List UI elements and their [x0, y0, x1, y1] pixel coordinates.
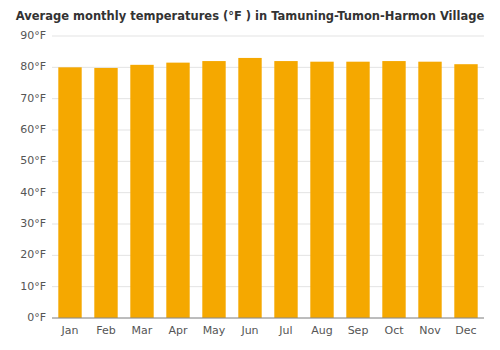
x-tick-label: Dec [455, 324, 476, 337]
y-tick-label: 60°F [20, 123, 46, 136]
x-tick-label: Apr [168, 324, 188, 337]
chart-container: 0°F 10°F 20°F 30°F 40°F 50°F 60°F 70°F 80°F 90°F J… [0, 0, 500, 350]
bar [382, 61, 405, 318]
x-tick-label: Nov [419, 324, 441, 337]
x-tick-label: Jun [240, 324, 258, 337]
y-tick-label: 80°F [20, 60, 46, 73]
bar [418, 62, 441, 318]
x-tick-label: Jul [278, 324, 292, 337]
bar [58, 67, 81, 318]
bar [346, 62, 369, 318]
bar [454, 64, 477, 318]
x-tick-label: Mar [132, 324, 153, 337]
chart-title: Average monthly temperatures (°F ) in Ta… [16, 9, 485, 23]
y-axis: 0°F 10°F 20°F 30°F 40°F 50°F 60°F 70°F 80°F 90°F [20, 29, 46, 324]
bar [94, 68, 117, 318]
bar [202, 61, 225, 318]
x-axis: Jan Feb Mar Apr May Jun Jul Aug Sep Oct Nov Dec [61, 324, 477, 337]
y-tick-label: 40°F [20, 186, 46, 199]
y-tick-label: 50°F [20, 154, 46, 167]
y-tick-label: 20°F [20, 248, 46, 261]
x-axis-line [52, 318, 484, 319]
y-tick-label: 30°F [20, 217, 46, 230]
bar [238, 58, 261, 318]
y-tick-label: 70°F [20, 92, 46, 105]
bars [58, 58, 477, 318]
bar [166, 63, 189, 318]
x-tick-label: May [203, 324, 226, 337]
x-tick-label: Sep [348, 324, 369, 337]
x-tick-label: Oct [384, 324, 404, 337]
y-tick-label: 0°F [27, 311, 46, 324]
x-tick-label: Feb [96, 324, 115, 337]
chart-svg: 0°F 10°F 20°F 30°F 40°F 50°F 60°F 70°F 80°F 90°F J… [0, 0, 500, 350]
y-tick-label: 90°F [20, 29, 46, 42]
grid-line [52, 318, 484, 319]
bar [274, 61, 297, 318]
x-tick-label: Aug [311, 324, 332, 337]
bar [310, 62, 333, 318]
bar [130, 65, 153, 318]
y-grid [52, 36, 484, 318]
grid-line [52, 36, 484, 37]
y-tick-label: 10°F [20, 280, 46, 293]
x-tick-label: Jan [61, 324, 79, 337]
